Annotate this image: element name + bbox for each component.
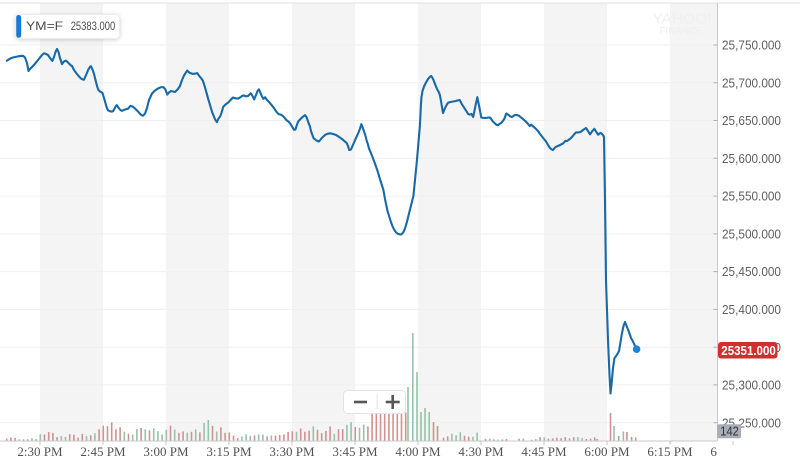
svg-text:3:15 PM: 3:15 PM [206,444,252,459]
svg-text:25383.000: 25383.000 [71,19,116,33]
svg-text:4:30 PM: 4:30 PM [458,444,504,459]
svg-text:25,700.000: 25,700.000 [722,75,781,90]
svg-text:6:30 PM: 6:30 PM [710,444,756,459]
svg-text:FINANCE: FINANCE [660,26,703,37]
svg-text:142: 142 [720,425,739,439]
svg-text:4:00 PM: 4:00 PM [395,444,441,459]
svg-text:25,500.000: 25,500.000 [722,227,781,242]
svg-text:2:30 PM: 2:30 PM [17,444,63,459]
svg-text:25,600.000: 25,600.000 [722,151,781,166]
svg-text:3:00 PM: 3:00 PM [143,444,189,459]
svg-text:25351.000: 25351.000 [721,344,776,358]
svg-text:25,400.000: 25,400.000 [722,302,781,317]
svg-text:25,550.000: 25,550.000 [722,189,781,204]
svg-text:25,300.000: 25,300.000 [722,378,781,393]
svg-text:3:45 PM: 3:45 PM [332,444,378,459]
svg-text:25,750.000: 25,750.000 [722,38,781,53]
svg-text:6:00 PM: 6:00 PM [584,444,630,459]
svg-text:YM=F: YM=F [26,19,63,33]
svg-text:25,650.000: 25,650.000 [722,113,781,128]
svg-text:4:45 PM: 4:45 PM [521,444,567,459]
svg-text:3:30 PM: 3:30 PM [269,444,315,459]
svg-text:25,450.000: 25,450.000 [722,264,781,279]
svg-text:6:15 PM: 6:15 PM [647,444,693,459]
svg-text:2:45 PM: 2:45 PM [80,444,126,459]
svg-text:YAHOO!: YAHOO! [653,11,712,28]
